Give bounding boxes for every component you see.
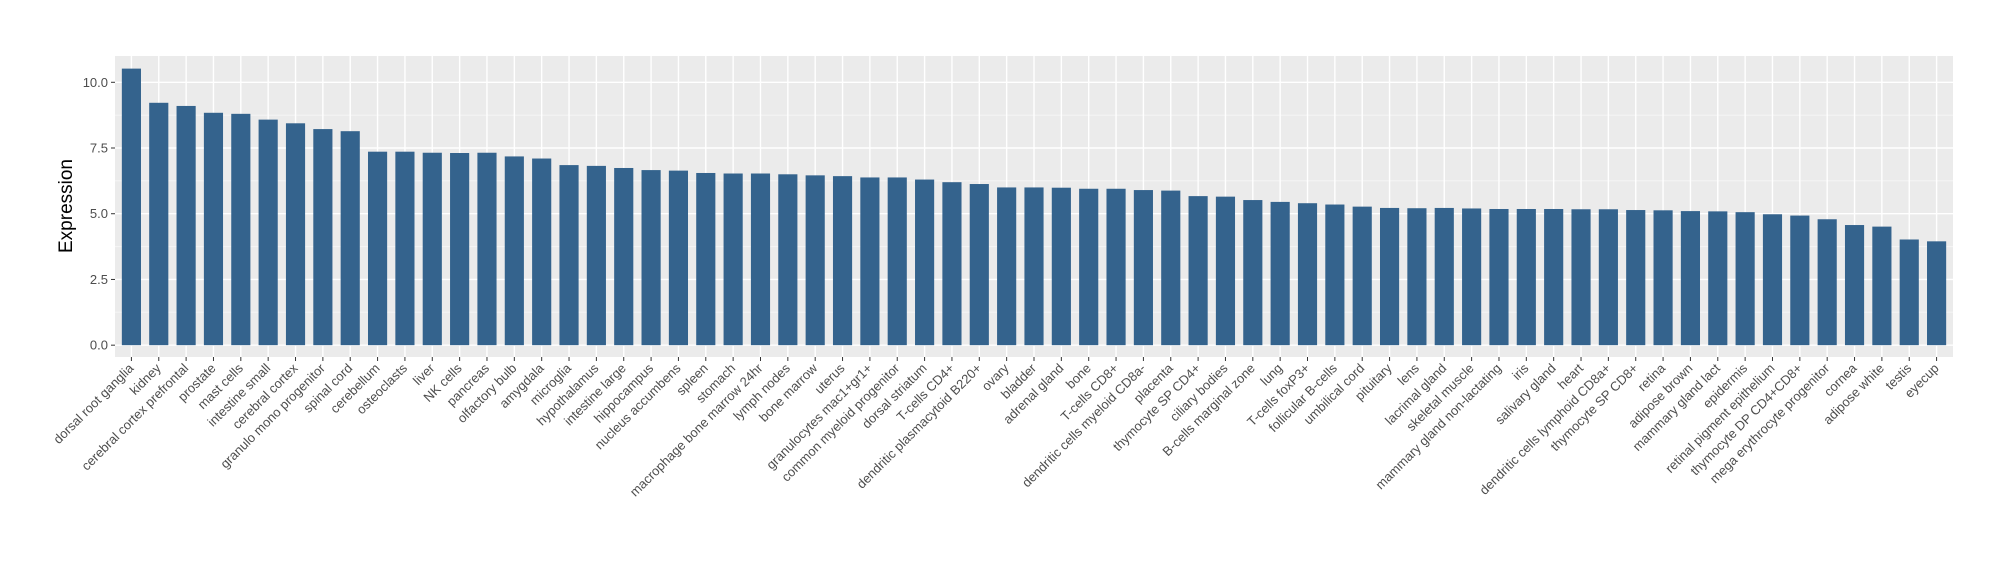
bar [450,153,470,346]
bar [942,182,962,346]
bar [504,156,524,346]
bar [285,123,306,346]
bar [1735,212,1755,346]
bar [1133,190,1153,346]
bar [750,173,771,346]
y-tick-label: 10.0 [83,75,108,90]
y-tick-label: 2.5 [90,272,108,287]
y-axis-title: Expression [56,159,77,253]
bar [1079,188,1099,346]
bar [1653,210,1673,346]
bar [1571,209,1591,346]
bar [1215,196,1236,346]
bar [1817,219,1837,346]
bar [1325,204,1345,346]
bar [258,119,278,346]
bar [231,113,251,346]
x-tick-label: cerebral cortex prefrontal [78,360,191,473]
bar [367,151,388,346]
bar [1051,187,1071,346]
bar [1243,200,1263,346]
bar [668,170,689,346]
bar [121,68,141,346]
bar [1297,203,1318,346]
bar [641,170,661,346]
y-axis: 0.0 2.5 5.0 7.5 10.0 [83,75,115,353]
bar [422,152,442,346]
bar [1462,208,1482,346]
bar [559,165,579,346]
bar [203,112,224,346]
bar [1379,207,1400,346]
bar [1790,215,1810,346]
bar [805,175,825,346]
bar [915,179,935,346]
bar [1762,214,1783,346]
bar [1024,187,1044,346]
bar [696,172,716,346]
bar [969,184,989,346]
bar [614,167,634,346]
bar [723,173,743,346]
bar [1708,211,1728,346]
bar [1680,211,1701,346]
bar [532,158,552,346]
bar [176,105,196,346]
bar [1489,208,1509,346]
bar [149,102,169,346]
y-tick-label: 7.5 [90,141,108,156]
bar [1626,210,1646,346]
bar [313,129,333,346]
y-tick-label: 0.0 [90,338,108,353]
bar [1516,208,1536,346]
bar [1407,208,1427,346]
bar [1598,209,1618,346]
bar [1352,206,1372,346]
bar [778,174,798,346]
bar [477,152,497,346]
bar [887,177,907,346]
bar [1434,207,1454,346]
bar [997,187,1017,346]
bar [1188,196,1208,346]
bar [1872,226,1892,346]
bar [1270,201,1290,346]
y-tick-label: 5.0 [90,206,108,221]
bar [340,131,360,346]
bar [395,151,415,346]
bar [1899,239,1919,346]
bar [1544,208,1564,346]
bars [121,68,1947,346]
bar [832,176,853,346]
bar [1927,241,1947,346]
bar [860,177,880,346]
bar [586,165,606,346]
bar [1106,188,1126,346]
bar [1844,225,1865,346]
bar [1161,190,1181,346]
